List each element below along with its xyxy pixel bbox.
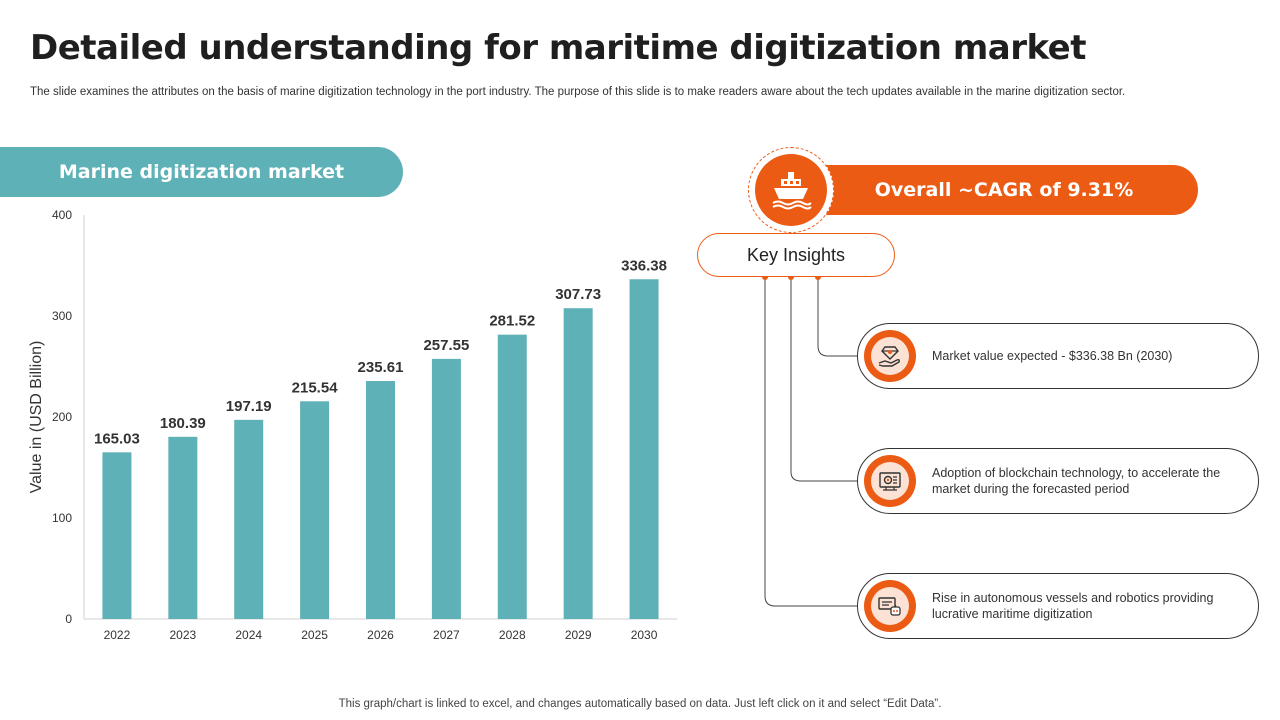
page-subtitle: The slide examines the attributes on the… <box>30 86 1126 98</box>
data-label: 215.54 <box>292 379 339 396</box>
ship-icon <box>755 154 827 226</box>
bar-chart[interactable]: 0 100 200 300 400 Value in (USD Billion) 165.0… <box>0 200 700 660</box>
y-tick-label: 300 <box>52 309 72 323</box>
data-label: 197.19 <box>226 398 272 415</box>
bar <box>234 419 264 619</box>
insight-item-autonomous: Rise in autonomous vessels and robotics … <box>857 573 1259 639</box>
data-label: 281.52 <box>489 313 535 330</box>
x-tick-label: 2024 <box>235 628 262 642</box>
x-tick-label: 2030 <box>631 628 658 642</box>
key-insights-label: Key Insights <box>697 233 895 277</box>
data-label: 336.38 <box>621 257 667 274</box>
cagr-banner: Overall ~CAGR of 9.31% <box>790 165 1198 215</box>
data-label: 165.03 <box>94 430 140 447</box>
bar <box>168 436 198 619</box>
y-axis-title: Value in (USD Billion) <box>28 341 45 494</box>
cagr-text: Overall ~CAGR of 9.31% <box>874 179 1134 201</box>
ship-badge <box>748 147 834 233</box>
data-label: 307.73 <box>555 286 601 303</box>
bar <box>102 452 132 619</box>
key-insights-text: Key Insights <box>746 244 846 265</box>
insight-item-market-value: Market value expected - $336.38 Bn (2030… <box>857 323 1259 389</box>
x-tick-label: 2027 <box>433 628 460 642</box>
x-tick-label: 2029 <box>565 628 592 642</box>
x-tick-label: 2026 <box>367 628 394 642</box>
diamond-hand-icon <box>864 330 916 382</box>
data-label: 235.61 <box>358 359 404 376</box>
blockchain-gear-icon <box>864 455 916 507</box>
insight-item-blockchain: Adoption of blockchain technology, to ac… <box>857 448 1259 514</box>
bar <box>497 334 527 619</box>
x-tick-label: 2023 <box>169 628 196 642</box>
x-tick-label: 2022 <box>104 628 131 642</box>
bar <box>431 358 461 619</box>
y-tick-label: 100 <box>52 511 72 525</box>
bar <box>366 381 395 619</box>
market-label-banner: Marine digitization market <box>0 147 403 197</box>
insight-text: Adoption of blockchain technology, to ac… <box>932 466 1221 496</box>
insight-text: Rise in autonomous vessels and robotics … <box>932 591 1214 621</box>
bar <box>300 401 330 619</box>
y-tick-label: 200 <box>52 410 72 424</box>
footer-note: This graph/chart is linked to excel, and… <box>338 698 942 710</box>
insight-text: Market value expected - $336.38 Bn (2030… <box>932 349 1173 363</box>
y-tick-label: 0 <box>65 612 72 626</box>
bar <box>629 279 659 619</box>
data-label: 180.39 <box>160 415 206 432</box>
robot-screen-icon <box>864 580 916 632</box>
bar <box>563 308 593 619</box>
x-tick-label: 2025 <box>301 628 328 642</box>
x-tick-label: 2028 <box>499 628 526 642</box>
data-label: 257.55 <box>423 337 469 354</box>
market-label-text: Marine digitization market <box>58 161 345 183</box>
y-tick-label: 400 <box>52 208 72 222</box>
page-title: Detailed understanding for maritime digi… <box>30 28 1086 68</box>
